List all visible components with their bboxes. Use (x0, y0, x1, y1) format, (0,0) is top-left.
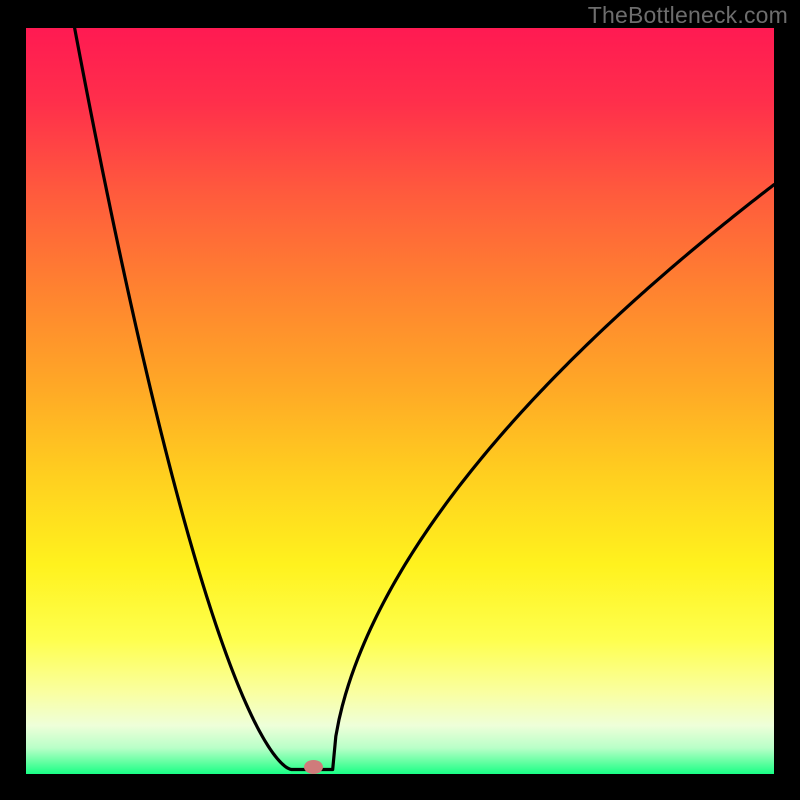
bottleneck-curve (26, 28, 774, 774)
chart-container: TheBottleneck.com (0, 0, 800, 800)
optimal-marker (304, 760, 323, 774)
watermark-text: TheBottleneck.com (588, 2, 788, 29)
plot-area (26, 28, 774, 774)
